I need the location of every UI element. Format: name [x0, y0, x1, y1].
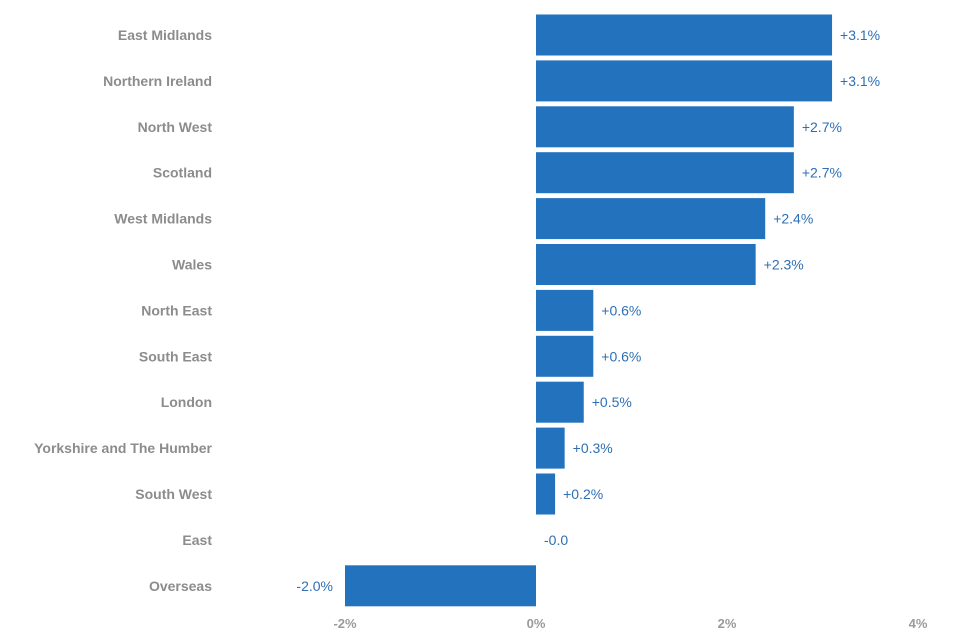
value-label-west-midlands: +2.4% — [773, 211, 813, 227]
category-label-west-midlands: West Midlands — [114, 211, 212, 227]
category-label-south-east: South East — [139, 348, 212, 364]
category-label-overseas: Overseas — [149, 578, 212, 594]
bar-northern-ireland — [536, 60, 832, 101]
value-label-northern-ireland: +3.1% — [840, 73, 880, 89]
category-label-east-midlands: East Midlands — [118, 27, 212, 43]
category-label-wales: Wales — [172, 257, 212, 273]
value-label-south-west: +0.2% — [563, 486, 603, 502]
value-label-east-midlands: +3.1% — [840, 27, 880, 43]
category-label-london: London — [161, 394, 212, 410]
value-label-scotland: +2.7% — [802, 165, 842, 181]
category-label-northern-ireland: Northern Ireland — [103, 73, 212, 89]
bar-south-west — [536, 474, 555, 515]
value-label-north-west: +2.7% — [802, 119, 842, 135]
bar-yorkshire-and-the-humber — [536, 428, 565, 469]
value-label-south-east: +0.6% — [601, 348, 641, 364]
bar-wales — [536, 244, 756, 285]
bar-west-midlands — [536, 198, 765, 239]
x-tick-label-0: -2% — [333, 616, 357, 631]
x-axis-ticks-group: -2% 0% 2% 4% — [333, 616, 927, 631]
value-label-overseas: -2.0% — [296, 578, 333, 594]
bar-east-midlands — [536, 15, 832, 56]
category-label-south-west: South West — [135, 486, 212, 502]
value-label-yorkshire-and-the-humber: +0.3% — [573, 440, 613, 456]
x-tick-label-1: 0% — [527, 616, 546, 631]
value-label-east: -0.0 — [544, 532, 568, 548]
bar-north-east — [536, 290, 593, 331]
bar-north-west — [536, 106, 794, 147]
bar-london — [536, 382, 584, 423]
category-label-east: East — [182, 532, 212, 548]
value-label-wales: +2.3% — [764, 257, 804, 273]
category-label-scotland: Scotland — [153, 165, 212, 181]
bar-scotland — [536, 152, 794, 193]
bar-overseas — [345, 565, 536, 606]
value-label-london: +0.5% — [592, 394, 632, 410]
bars-group — [345, 15, 832, 607]
value-label-north-east: +0.6% — [601, 302, 641, 318]
category-label-north-west: North West — [138, 119, 213, 135]
category-label-north-east: North East — [141, 302, 212, 318]
x-tick-label-3: 4% — [909, 616, 928, 631]
bar-south-east — [536, 336, 593, 377]
category-label-yorkshire-and-the-humber: Yorkshire and The Humber — [34, 440, 212, 456]
category-labels-group: East Midlands Northern Ireland North West S… — [34, 27, 212, 594]
x-tick-label-2: 2% — [718, 616, 737, 631]
